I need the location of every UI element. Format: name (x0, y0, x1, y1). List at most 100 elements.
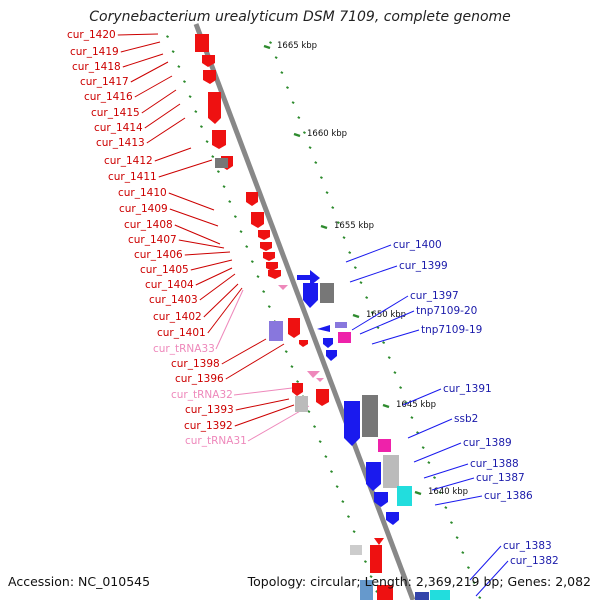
gene-arrow[interactable] (268, 270, 281, 279)
gene-label-left[interactable]: cur_1417 (80, 76, 129, 88)
gene-arrow[interactable] (299, 340, 308, 347)
gene-label-left[interactable]: cur_1396 (175, 373, 224, 385)
gene-block[interactable] (350, 545, 362, 555)
gene-arrow[interactable] (344, 401, 360, 446)
gene-label-right[interactable]: ssb2 (454, 413, 478, 425)
gene-label-left[interactable]: cur_tRNA31 (185, 435, 247, 447)
gene-label-left[interactable]: cur_1418 (72, 61, 121, 73)
gene-label-left[interactable]: cur_1413 (96, 137, 145, 149)
gene-arrow[interactable] (386, 512, 399, 525)
gene-arrow[interactable] (263, 252, 275, 261)
gene-label-right[interactable]: cur_1383 (503, 540, 552, 552)
gene-label-right[interactable]: cur_1400 (393, 239, 442, 251)
scale-label: 1640 kbp (428, 487, 468, 497)
gene-arrow[interactable] (260, 242, 272, 251)
gene-label-left[interactable]: cur_1401 (157, 327, 206, 339)
gene-label-left[interactable]: cur_1398 (171, 358, 220, 370)
gene-label-right[interactable]: cur_1386 (484, 490, 533, 502)
scale-markers: 1665 kbp 1660 kbp 1655 kbp 1650 kbp 1645 kbp… (263, 41, 468, 497)
gene-block[interactable] (377, 585, 393, 600)
tick (449, 521, 453, 525)
gene-label-right[interactable]: cur_1391 (443, 383, 492, 395)
gene-label-right[interactable]: cur_1397 (410, 290, 459, 302)
gene-arrow[interactable] (297, 270, 320, 286)
gene-arrow[interactable] (246, 192, 258, 206)
gene-block[interactable] (397, 486, 412, 506)
gene-arrow[interactable] (326, 350, 337, 361)
gene-label-left[interactable]: cur_1414 (94, 122, 143, 134)
gene-label-left[interactable]: cur_1411 (108, 171, 157, 183)
gene-label-left[interactable]: cur_1402 (153, 311, 202, 323)
gene-arrow[interactable] (212, 130, 226, 149)
gene-block[interactable] (295, 396, 308, 412)
gene-arrow[interactable] (288, 318, 300, 338)
gene-label-left[interactable]: cur_1415 (91, 107, 140, 119)
tick (307, 410, 311, 414)
gene-label-right[interactable]: cur_1382 (510, 555, 559, 567)
gene-label-right[interactable]: cur_1399 (399, 260, 448, 272)
gene-arrow[interactable] (374, 538, 384, 545)
gene-arrow[interactable] (203, 70, 216, 84)
leader-lines (117, 33, 509, 597)
leader-line (130, 61, 169, 83)
gene-block[interactable] (269, 321, 283, 341)
gene-label-left[interactable]: cur_1404 (145, 279, 194, 291)
gene-block[interactable] (215, 158, 228, 168)
gene-label-left[interactable]: cur_1392 (184, 420, 233, 432)
gene-block[interactable] (360, 580, 373, 600)
gene-trna[interactable] (307, 371, 320, 378)
tick (455, 536, 459, 540)
gene-trna[interactable] (278, 285, 288, 290)
leader-line (174, 224, 221, 245)
gene-labels[interactable]: cur_1420 cur_1419 cur_1418 cur_1417 cur_1416… (67, 29, 559, 567)
gene-features[interactable] (195, 34, 450, 600)
tick (171, 50, 175, 54)
gene-arrow[interactable] (303, 283, 318, 308)
gene-label-left[interactable]: cur_1416 (84, 91, 133, 103)
gene-block[interactable] (378, 439, 391, 452)
gene-arrow[interactable] (251, 212, 264, 228)
genome-stats-text: Topology: circular; Length: 2,369,219 bp… (247, 574, 591, 589)
gene-block[interactable] (195, 34, 209, 52)
gene-label-left[interactable]: cur_1409 (119, 203, 168, 215)
gene-block[interactable] (335, 322, 347, 328)
gene-label-left[interactable]: cur_1406 (134, 249, 183, 261)
gene-arrow[interactable] (323, 338, 333, 348)
gene-block[interactable] (383, 455, 399, 488)
gene-arrow[interactable] (316, 389, 329, 406)
gene-label-left[interactable]: cur_1393 (185, 404, 234, 416)
tick (342, 236, 346, 240)
gene-label-left[interactable]: cur_1403 (149, 294, 198, 306)
gene-label-right[interactable]: tnp7109-19 (421, 324, 482, 336)
gene-block[interactable] (362, 395, 378, 437)
gene-label-left[interactable]: cur_1408 (124, 219, 173, 231)
gene-arrow[interactable] (374, 492, 388, 507)
gene-label-right[interactable]: tnp7109-20 (416, 305, 477, 317)
gene-label-left[interactable]: cur_tRNA32 (171, 389, 233, 401)
gene-label-right[interactable]: cur_1387 (476, 472, 525, 484)
gene-block[interactable] (370, 545, 382, 573)
gene-block[interactable] (430, 590, 450, 600)
gene-arrow[interactable] (366, 462, 381, 491)
gene-arrow[interactable] (202, 55, 215, 67)
gene-label-right[interactable]: cur_1389 (463, 437, 512, 449)
gene-label-left[interactable]: cur_1419 (70, 46, 119, 58)
gene-trna[interactable] (316, 378, 324, 382)
gene-label-left[interactable]: cur_1407 (128, 234, 177, 246)
gene-label-left[interactable]: cur_tRNA33 (153, 343, 215, 355)
gene-label-left[interactable]: cur_1420 (67, 29, 116, 41)
gene-arrow[interactable] (208, 92, 221, 124)
gene-block[interactable] (338, 332, 351, 343)
gene-label-left[interactable]: cur_1410 (118, 187, 167, 199)
gene-block[interactable] (415, 592, 429, 600)
gene-block[interactable] (320, 283, 334, 303)
gene-arrow[interactable] (317, 325, 330, 332)
leader-line (122, 53, 164, 68)
gene-label-right[interactable]: cur_1388 (470, 458, 519, 470)
gene-arrow[interactable] (258, 230, 270, 240)
gene-label-left[interactable]: cur_1405 (140, 264, 189, 276)
gene-label-left[interactable]: cur_1412 (104, 155, 153, 167)
gene-arrow[interactable] (266, 262, 278, 271)
gene-arrow[interactable] (292, 383, 303, 396)
